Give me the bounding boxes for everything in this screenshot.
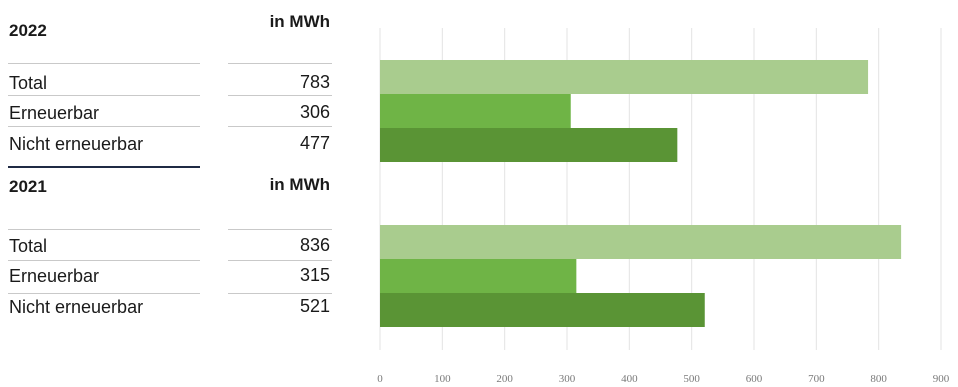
x-tick-label: 0 — [377, 373, 383, 385]
table-divider — [228, 229, 332, 230]
bar-renewable-2022 — [380, 94, 571, 128]
section-divider — [8, 166, 200, 168]
table-divider — [8, 293, 200, 294]
unit-label-2022: in MWh — [269, 12, 330, 31]
row-value-renewable-2022: 306 — [299, 102, 330, 122]
table-divider — [8, 126, 200, 127]
row-value-nonrenewable-2022: 477 — [299, 133, 330, 153]
table-divider — [228, 260, 332, 261]
bar-nonrenewable-2022 — [380, 128, 678, 162]
bar-renewable-2021 — [380, 259, 577, 293]
x-tick-label: 300 — [559, 373, 576, 385]
x-tick-label: 700 — [808, 373, 825, 385]
x-tick-label: 900 — [933, 373, 950, 385]
x-tick-label: 100 — [434, 373, 451, 385]
row-label-renewable-2022: Erneuerbar — [9, 103, 100, 123]
table-divider — [8, 95, 200, 96]
table-divider — [8, 260, 200, 261]
table-divider — [228, 63, 332, 64]
row-value-total-2021: 836 — [299, 235, 330, 255]
x-tick-label: 400 — [621, 373, 638, 385]
table-divider — [8, 229, 200, 230]
row-label-renewable-2021: Erneuerbar — [9, 266, 100, 286]
bar-total-2021 — [380, 225, 902, 259]
year-heading-2021: 2021 — [9, 177, 47, 196]
row-label-nonrenewable-2022: Nicht erneuerbar — [9, 134, 144, 154]
row-label-nonrenewable-2021: Nicht erneuerbar — [9, 297, 144, 317]
unit-label-2021: in MWh — [269, 175, 330, 194]
year-heading-2022: 2022 — [9, 21, 47, 40]
table-divider — [228, 126, 332, 127]
bar-nonrenewable-2021 — [380, 293, 705, 327]
x-tick-label: 600 — [746, 373, 763, 385]
row-label-total-2021: Total — [9, 236, 48, 256]
row-label-total-2022: Total — [9, 73, 48, 93]
table-divider — [228, 293, 332, 294]
x-tick-label: 200 — [496, 373, 513, 385]
x-tick-label: 500 — [683, 373, 700, 385]
x-tick-label: 800 — [870, 373, 887, 385]
bar-total-2022 — [380, 60, 869, 94]
row-value-nonrenewable-2021: 521 — [299, 296, 330, 316]
row-value-total-2022: 783 — [299, 72, 330, 92]
table-divider — [8, 63, 200, 64]
table-divider — [228, 95, 332, 96]
row-value-renewable-2021: 315 — [299, 265, 330, 285]
